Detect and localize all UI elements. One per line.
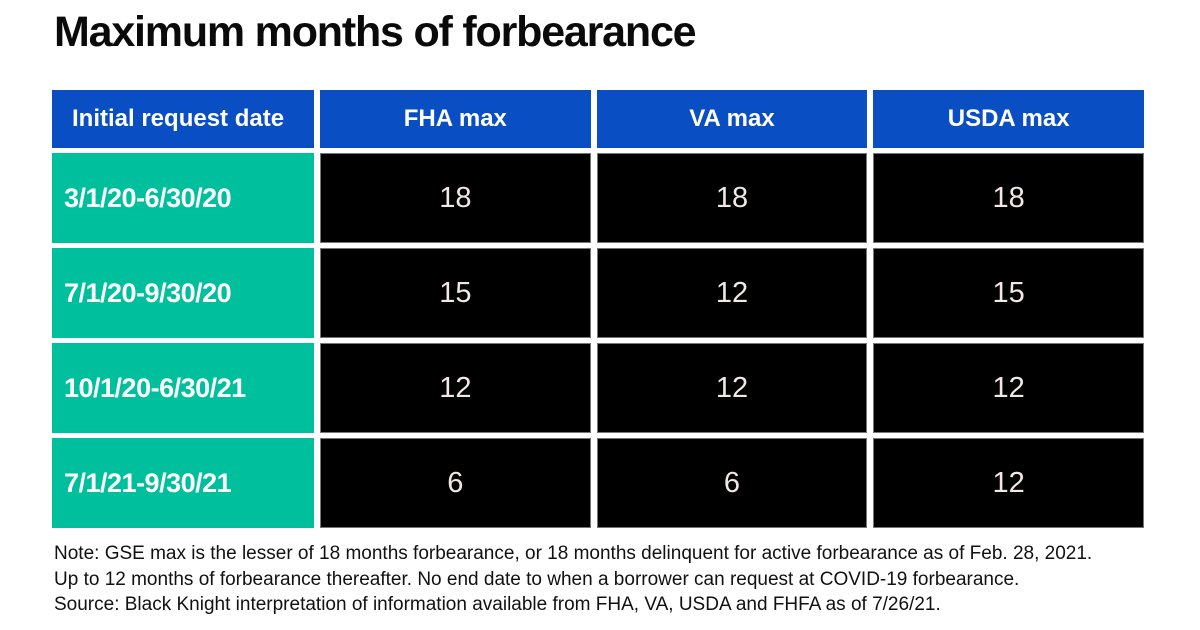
row-4-date-cell: 7/1/21-9/30/21 [52, 438, 314, 528]
footnotes: Note: GSE max is the lesser of 18 months… [54, 541, 1164, 618]
column-header-usda-max: USDA max [873, 90, 1144, 148]
row-3-usda-value: 12 [873, 343, 1144, 433]
column-header-initial-request-date: Initial request date [52, 90, 314, 148]
row-4-usda-value: 12 [873, 438, 1144, 528]
page-title: Maximum months of forbearance [54, 8, 697, 56]
row-4-va-value: 6 [596, 438, 868, 528]
note-line-1: Note: GSE max is the lesser of 18 months… [54, 543, 1093, 564]
row-2-va-value: 12 [596, 248, 868, 338]
row-1-usda-value: 18 [873, 153, 1144, 243]
row-2-usda-value: 15 [873, 248, 1144, 338]
row-3-date-cell: 10/1/20-6/30/21 [52, 343, 314, 433]
row-4-fha-value: 6 [320, 438, 591, 528]
row-3-va-value: 12 [596, 343, 868, 433]
row-1-date-cell: 3/1/20-6/30/20 [52, 153, 314, 243]
source-line: Source: Black Knight interpretation of i… [54, 594, 941, 615]
row-2-date-cell: 7/1/20-9/30/20 [52, 248, 314, 338]
row-2-fha-value: 15 [320, 248, 591, 338]
row-3-fha-value: 12 [320, 343, 591, 433]
row-1-fha-value: 18 [320, 153, 591, 243]
note-line-2: Up to 12 months of forbearance thereafte… [54, 568, 1020, 590]
row-1-va-value: 18 [596, 153, 868, 243]
column-header-fha-max: FHA max [320, 90, 591, 148]
forbearance-table: Initial request date FHA max VA max USDA… [52, 90, 1144, 528]
column-header-va-max: VA max [596, 90, 868, 148]
